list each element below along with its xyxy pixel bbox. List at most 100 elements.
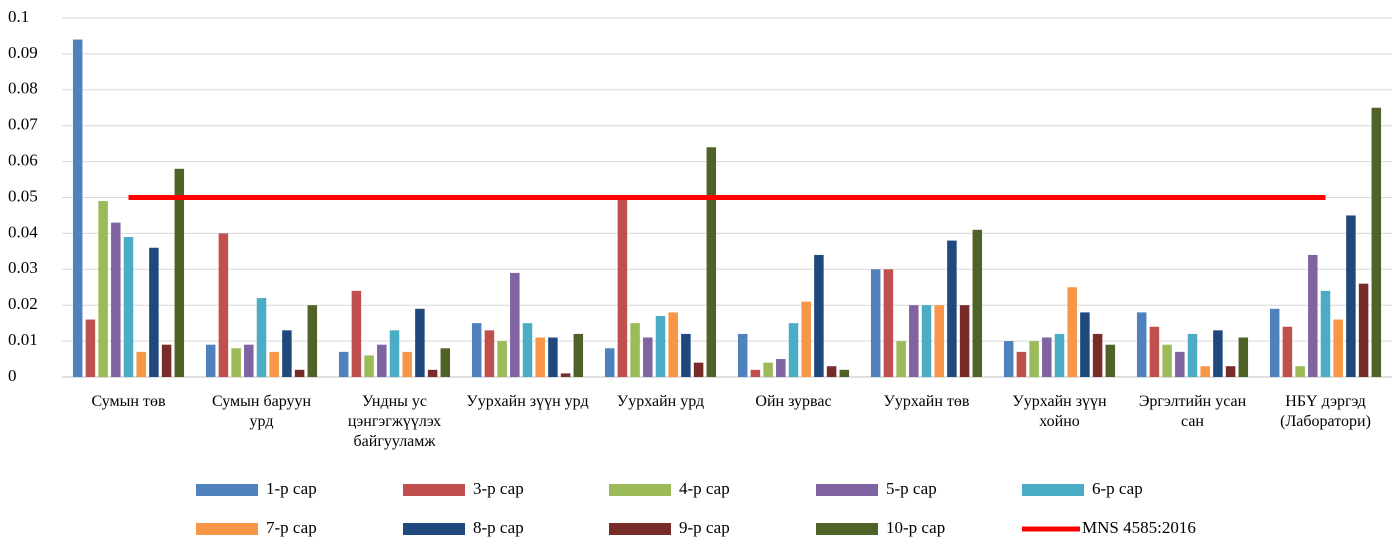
bar — [351, 290, 362, 377]
bar — [1067, 287, 1077, 377]
bar — [1371, 107, 1382, 377]
bar — [282, 330, 292, 377]
bar — [573, 333, 584, 377]
legend-label: 4-р сар — [679, 479, 730, 498]
bar — [1149, 326, 1160, 377]
bar — [617, 197, 628, 377]
x-tick-label: Ундны ус цэнгэгжүүлэх байгууламж — [347, 393, 442, 450]
bar — [149, 247, 159, 377]
bar — [668, 312, 678, 377]
bar — [269, 351, 279, 377]
legend-label: 9-р сар — [679, 518, 730, 537]
y-tick-label: 0.05 — [8, 186, 38, 205]
bar — [510, 272, 520, 377]
y-tick-label: 0.1 — [8, 7, 29, 26]
legend-label: 10-р сар — [886, 518, 945, 537]
bar — [1358, 283, 1369, 377]
legend-label: 5-р сар — [886, 479, 937, 498]
x-tick-label: Сумын баруун урд — [211, 393, 312, 430]
x-tick-label: Уурхайн урд — [616, 393, 705, 410]
bar — [1187, 333, 1198, 377]
bar — [136, 351, 146, 377]
bar — [560, 373, 571, 377]
bar — [947, 240, 957, 377]
legend-label: 8-р сар — [473, 518, 524, 537]
bar — [814, 254, 824, 377]
bar — [1003, 341, 1014, 377]
bar — [681, 333, 691, 377]
bar — [1213, 330, 1223, 377]
bar — [123, 236, 134, 377]
bar — [763, 362, 773, 377]
legend-swatch — [609, 484, 671, 496]
bar — [1320, 290, 1331, 377]
bar — [826, 366, 837, 377]
x-tick-label: Ойн зурвас — [755, 393, 832, 410]
bar — [706, 147, 717, 377]
y-tick-label: 0.08 — [8, 79, 38, 98]
legend-swatch — [196, 523, 258, 535]
bar — [934, 305, 944, 377]
bar — [693, 362, 704, 377]
bar — [377, 344, 387, 377]
x-tick-label: Эргэлтийн усан сан — [1138, 393, 1247, 430]
bar — [896, 341, 906, 377]
y-tick-label: 0.04 — [8, 222, 38, 241]
bar — [1282, 326, 1293, 377]
bar — [839, 369, 850, 377]
bar — [643, 337, 653, 377]
legend-swatch — [1022, 484, 1084, 496]
legend-swatch — [403, 523, 465, 535]
bar — [244, 344, 254, 377]
bar — [1225, 366, 1236, 377]
x-tick-label: Уурхайн зүүн урд — [466, 393, 589, 410]
bar — [307, 305, 318, 377]
bar — [1333, 319, 1343, 377]
bar — [1308, 254, 1318, 377]
bar — [522, 323, 533, 377]
bar — [870, 269, 881, 377]
bar — [1136, 312, 1147, 377]
bar — [161, 344, 172, 377]
bar — [1269, 308, 1280, 377]
legend-swatch — [609, 523, 671, 535]
legend-label: 3-р сар — [473, 479, 524, 498]
bar — [205, 344, 216, 377]
bar — [1029, 341, 1039, 377]
bar — [1105, 344, 1116, 377]
bar — [959, 305, 970, 377]
y-tick-label: 0.06 — [8, 151, 38, 170]
x-tick-label: Уурхайн төв — [883, 393, 970, 410]
y-tick-label: 0.01 — [8, 330, 38, 349]
bar — [776, 359, 786, 377]
bar — [484, 330, 495, 377]
bar — [1162, 344, 1172, 377]
bar — [1175, 351, 1185, 377]
bar — [440, 348, 451, 377]
bar — [72, 39, 83, 377]
legend-label: 1-р сар — [266, 479, 317, 498]
x-tick-label: НБҮ дэргэд (Лаборатори) — [1280, 393, 1371, 430]
bar — [338, 351, 349, 377]
bar — [921, 305, 932, 377]
bar — [909, 305, 919, 377]
bar — [972, 229, 983, 377]
bar — [1016, 351, 1027, 377]
bar — [389, 330, 400, 377]
x-tick-label: Уурхайн зүүн хойно — [1012, 393, 1107, 430]
x-tick-label: Сумын төв — [91, 393, 166, 410]
bar — [231, 348, 241, 377]
bar — [497, 341, 507, 377]
bar — [801, 301, 811, 377]
legend-swatch — [196, 484, 258, 496]
legend-swatch — [816, 484, 878, 496]
bar — [294, 369, 305, 377]
bar — [1200, 366, 1210, 377]
y-tick-label: 0.07 — [8, 115, 38, 134]
y-tick-label: 0.02 — [8, 294, 38, 313]
bar — [174, 168, 185, 377]
bar — [1054, 333, 1065, 377]
legend-swatch — [403, 484, 465, 496]
